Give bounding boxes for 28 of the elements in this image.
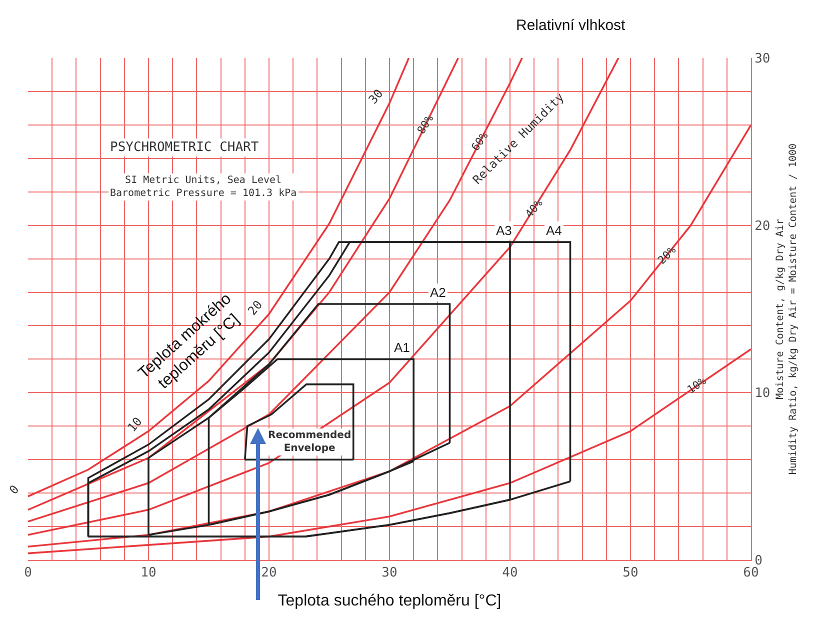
annotation: 20% [655, 243, 679, 267]
y-tick-label: 30 [754, 52, 770, 67]
annotation: 10% [684, 374, 709, 397]
y-tick-label: 10 [754, 386, 770, 402]
annotation: 10 [124, 414, 145, 435]
y-tick-label: 20 [754, 218, 770, 234]
x-tick-label: 30 [382, 566, 398, 581]
x-tick-label: 60 [743, 566, 759, 581]
annotation: Recommended Envelope [268, 430, 352, 454]
annotation: A4 [546, 223, 562, 238]
x-tick-label: 20 [261, 566, 277, 581]
annotation: A3 [496, 223, 512, 238]
x-tick-label: 10 [140, 566, 156, 581]
annotation: 30 [366, 86, 386, 107]
text: PSYCHROMETRIC CHART [110, 140, 259, 155]
x-tick-label: 50 [622, 566, 638, 581]
x-tick-label: 40 [502, 566, 518, 581]
annotation: A1 [394, 340, 410, 355]
text: Relativní vlhkost [516, 17, 626, 34]
annotation: 80% [414, 112, 436, 136]
x-tick-label: 0 [24, 566, 32, 581]
annotation: 0 [6, 482, 22, 497]
x-axis-title: Teplota suchého teploměru [°C] [278, 592, 502, 610]
annotation: 40% [522, 196, 546, 220]
y-axis-title: Moisture Content, g/kg Dry Air Humidity Ratio, kg/kg Dry Air = Moisture Content / 1000 [774, 143, 799, 475]
annotation: 20 [245, 298, 266, 318]
text: SI Metric Units, Sea Level Barometric Pressure = 101.3 kPa [110, 175, 297, 199]
annotation: A2 [430, 285, 446, 300]
